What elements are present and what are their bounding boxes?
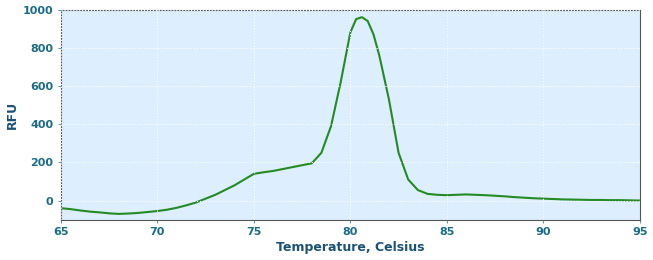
Y-axis label: RFU: RFU: [6, 101, 18, 129]
X-axis label: Temperature, Celsius: Temperature, Celsius: [276, 242, 424, 255]
